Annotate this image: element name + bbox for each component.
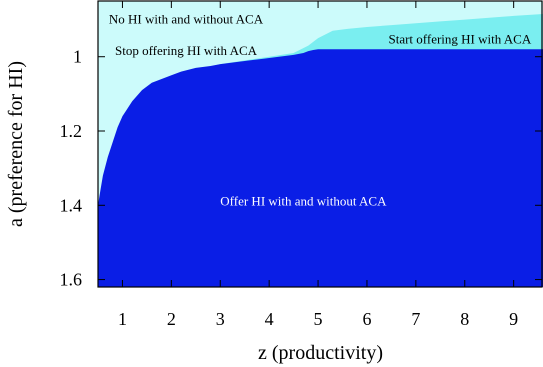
x-tick-label: 6	[362, 309, 371, 329]
x-tick-label: 4	[265, 309, 274, 329]
x-tick-label: 2	[167, 309, 176, 329]
plot-frame	[97, 0, 543, 288]
tick-layer: 1 2 3 4 5 6 7 8 9 1 1.2 1.4 1.6	[60, 1, 542, 329]
x-tick-label: 8	[460, 309, 469, 329]
region-annotation: Start offering HI with ACA	[388, 31, 531, 46]
y-axis-label: a (preference for HI)	[5, 61, 27, 227]
x-tick-label: 3	[216, 309, 225, 329]
y-tick-label: 1	[73, 47, 82, 67]
x-tick-label: 9	[509, 309, 518, 329]
region-annotation: No HI with and without ACA	[109, 12, 264, 27]
x-tick-label: 7	[411, 309, 420, 329]
x-tick-label: 5	[314, 309, 323, 329]
region-offer-both	[98, 49, 543, 287]
region-layer	[98, 1, 543, 287]
x-axis-label: z (productivity)	[258, 342, 383, 364]
y-tick-label: 1.6	[60, 270, 83, 290]
x-tick-label: 1	[118, 309, 127, 329]
region-annotation: Offer HI with and without ACA	[220, 194, 387, 209]
annotation-layer: No HI with and without ACA Stop offering …	[109, 12, 532, 209]
y-tick-label: 1.2	[60, 121, 83, 141]
y-tick-label: 1.4	[60, 195, 83, 215]
region-annotation: Stop offering HI with ACA	[115, 43, 258, 58]
